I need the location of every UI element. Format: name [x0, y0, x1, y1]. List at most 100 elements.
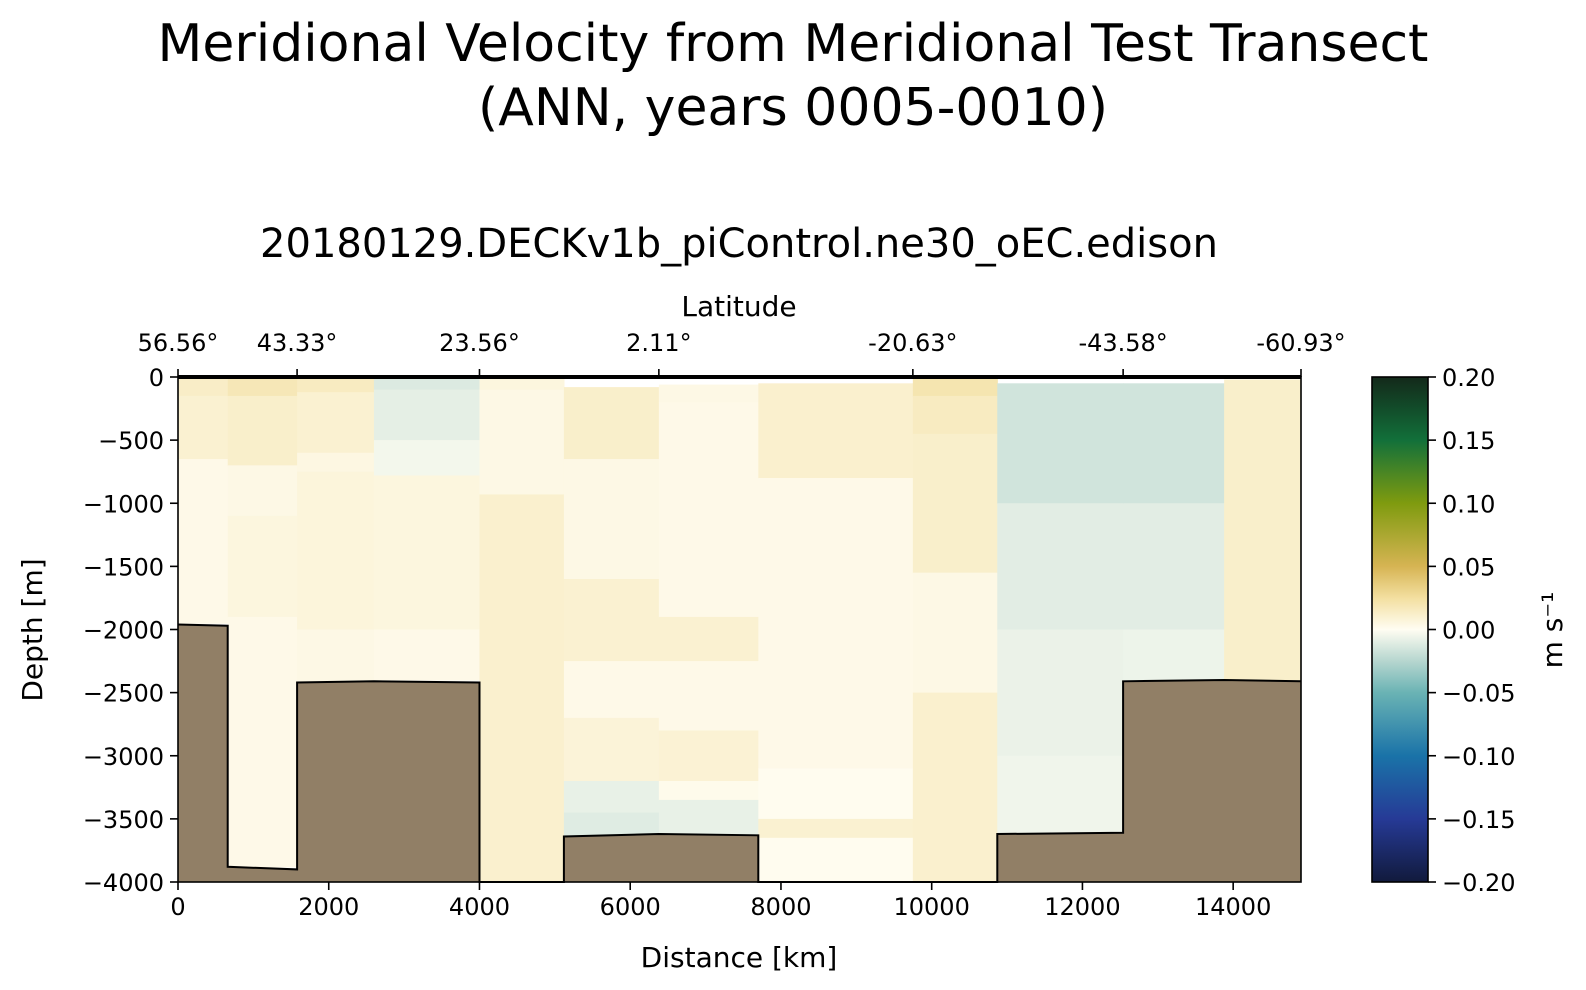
- y-tick-label: −4000: [83, 869, 164, 897]
- sea-floor-outline: [177, 623, 1302, 883]
- y-axis: 0 −500 −1000 −1500 −2000 −2500 −3000 −3500 −4000: [83, 364, 178, 897]
- heatmap-cell: [227, 616, 298, 868]
- heatmap-cell: [563, 579, 660, 662]
- heatmap-cell: [658, 781, 759, 801]
- heatmap-cell: [758, 478, 914, 769]
- latitude-tick-label: 23.56°: [439, 329, 520, 357]
- heatmap-cell: [178, 459, 229, 624]
- y-tick-label: −3000: [83, 743, 164, 771]
- x-axis-label: Distance [km]: [641, 941, 838, 974]
- colorbar-tick-label: −0.20: [1442, 869, 1516, 897]
- heatmap-cell: [758, 768, 914, 820]
- heatmap-cell: [297, 392, 375, 454]
- heatmap-cell: [758, 383, 914, 479]
- heatmap-cell: [563, 717, 660, 782]
- heatmap-cell: [227, 395, 298, 466]
- heatmap-cell: [563, 812, 660, 838]
- heatmap-cell: [912, 377, 998, 397]
- heatmap-cell: [479, 494, 565, 882]
- heatmap-cell: [658, 616, 759, 662]
- colorbar-tick-label: −0.15: [1442, 806, 1516, 834]
- latitude-tick-label: -43.58°: [1078, 329, 1167, 357]
- x-tick-label: 6000: [600, 893, 661, 921]
- heatmap-cell: [1224, 379, 1301, 684]
- colorbar-label: m s⁻¹: [1536, 592, 1569, 669]
- colorbar-ticks: 0.20 0.15 0.10 0.05 0.00 −0.05 −0.10 −0.15 −0.20: [1428, 364, 1516, 897]
- x-axis: 0 2000 4000 6000 8000 10000 12000 14000: [170, 882, 1271, 921]
- heatmap-cell: [563, 781, 660, 814]
- latitude-tick-label: 43.33°: [257, 329, 338, 357]
- latitude-tick-label: -20.63°: [868, 329, 957, 357]
- y-tick-label: −500: [98, 427, 164, 455]
- heatmap-cell: [1123, 629, 1225, 684]
- heatmap-cell: [563, 387, 660, 460]
- heatmap-cell: [563, 661, 660, 719]
- y-tick-label: −1000: [83, 490, 164, 518]
- heatmap-cell: [658, 661, 759, 732]
- heatmap-cell: [373, 475, 481, 631]
- chart-subtitle: 20180129.DECKv1b_piControl.ne30_oEC.edis…: [260, 221, 1218, 267]
- colorbar-tick-label: 0.15: [1442, 427, 1495, 455]
- sea-floor: [178, 624, 1301, 882]
- heatmap-cell: [997, 503, 1124, 631]
- heatmap-cell: [178, 377, 229, 397]
- colorbar-gradient: [1371, 376, 1429, 883]
- bathymetry-layer: [177, 623, 1302, 883]
- x-tick-label: 2000: [298, 893, 359, 921]
- heatmap-cell: [178, 395, 229, 460]
- heatmap-cell: [912, 395, 998, 435]
- heatmap-cell: [658, 730, 759, 782]
- velocity-heatmap: [178, 377, 1301, 882]
- heatmap-cell: [227, 377, 298, 397]
- y-tick-label: −1500: [83, 553, 164, 581]
- heatmap-cell: [373, 377, 481, 391]
- colorbar-tick-label: 0.00: [1442, 617, 1495, 645]
- heatmap-cell: [297, 377, 375, 393]
- latitude-tick-label: -60.93°: [1256, 329, 1345, 357]
- heatmap-cell: [758, 818, 914, 839]
- y-tick-label: −3500: [83, 806, 164, 834]
- heatmap-cell: [1123, 383, 1225, 504]
- heatmap-cell: [563, 459, 660, 580]
- heatmap-cell: [297, 452, 375, 473]
- heatmap-cell: [227, 515, 298, 618]
- heatmap-cell: [912, 572, 998, 694]
- latitude-tick-label: 56.56°: [138, 329, 219, 357]
- x-tick-label: 10000: [894, 893, 970, 921]
- x-tick-label: 12000: [1044, 893, 1120, 921]
- x-tick-label: 0: [170, 893, 185, 921]
- heatmap-cell: [997, 383, 1124, 504]
- heatmap-cell: [227, 465, 298, 517]
- chart-title-line-2: (ANN, years 0005-0010): [478, 78, 1108, 138]
- y-tick-label: −2500: [83, 680, 164, 708]
- y-tick-label: 0: [149, 364, 164, 392]
- x-tick-label: 8000: [750, 893, 811, 921]
- y-axis-label: Depth [m]: [16, 558, 49, 701]
- latitude-axis-label: Latitude: [681, 290, 796, 323]
- heatmap-cell: [658, 799, 759, 836]
- heatmap-cell: [758, 837, 914, 882]
- heatmap-cell: [297, 471, 375, 631]
- colorbar-tick-label: 0.10: [1442, 490, 1495, 518]
- x-tick-label: 14000: [1195, 893, 1271, 921]
- latitude-tick-label: 2.11°: [626, 329, 691, 357]
- heatmap-cell: [997, 755, 1124, 835]
- heatmap-cell: [658, 402, 759, 618]
- heatmap-cell: [479, 377, 565, 391]
- colorbar: 0.20 0.15 0.10 0.05 0.00 −0.05 −0.10 −0.15 −0.20…: [1371, 364, 1569, 897]
- heatmap-cell: [997, 629, 1124, 757]
- heatmap-cell: [479, 389, 565, 496]
- heatmap-cell: [373, 389, 481, 441]
- heatmap-cell: [297, 629, 375, 684]
- heatmap-cell: [373, 440, 481, 477]
- heatmap-cell: [373, 629, 481, 681]
- chart-title-line-1: Meridional Velocity from Meridional Test…: [158, 14, 1429, 74]
- colorbar-tick-label: −0.05: [1442, 680, 1516, 708]
- colorbar-tick-label: 0.05: [1442, 553, 1495, 581]
- colorbar-tick-label: −0.10: [1442, 743, 1516, 771]
- y-tick-label: −2000: [83, 617, 164, 645]
- heatmap-cell: [658, 384, 759, 403]
- heatmap-cell: [1123, 503, 1225, 631]
- heatmap-cell: [912, 692, 998, 882]
